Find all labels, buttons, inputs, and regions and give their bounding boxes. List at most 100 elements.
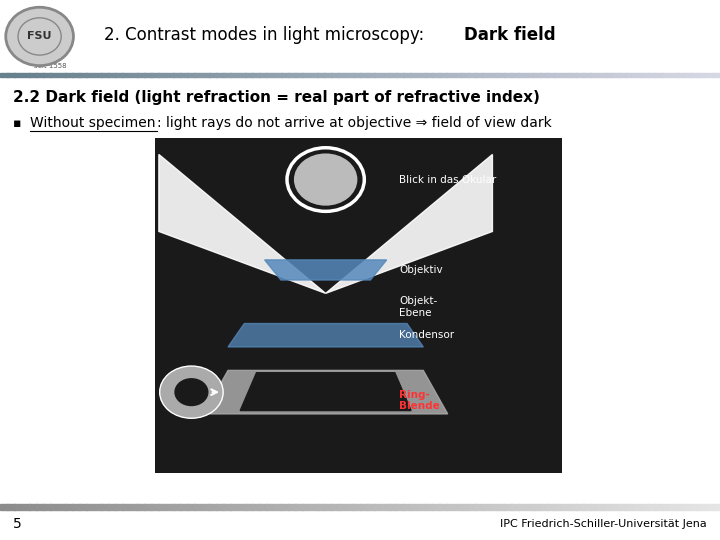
Bar — [662, 73, 670, 77]
Bar — [504, 504, 512, 510]
Bar — [713, 73, 720, 77]
Bar — [389, 504, 397, 510]
Bar — [0, 504, 8, 510]
Bar — [151, 504, 159, 510]
Bar — [360, 73, 368, 77]
Text: Dark field: Dark field — [464, 26, 556, 44]
Bar — [403, 504, 411, 510]
Bar — [36, 504, 44, 510]
Bar — [468, 504, 476, 510]
Bar — [29, 73, 37, 77]
Bar — [576, 73, 584, 77]
Bar — [576, 504, 584, 510]
Bar — [230, 73, 238, 77]
Bar — [58, 73, 66, 77]
Bar — [331, 73, 339, 77]
Bar — [360, 504, 368, 510]
Bar — [410, 504, 418, 510]
Bar — [698, 504, 706, 510]
Bar — [418, 73, 426, 77]
Bar — [295, 504, 303, 510]
Bar — [310, 73, 318, 77]
Text: FSU: FSU — [27, 31, 52, 42]
Bar — [72, 504, 80, 510]
Bar — [655, 504, 663, 510]
Bar — [691, 73, 699, 77]
Bar — [562, 73, 570, 77]
Bar — [598, 73, 606, 77]
Bar — [65, 73, 73, 77]
Bar — [202, 504, 210, 510]
Bar — [612, 73, 620, 77]
Bar — [648, 504, 656, 510]
Bar — [0, 73, 8, 77]
Bar — [122, 73, 130, 77]
Polygon shape — [159, 154, 325, 293]
Bar — [259, 504, 267, 510]
Bar — [209, 504, 217, 510]
Bar — [130, 73, 138, 77]
Polygon shape — [228, 323, 423, 347]
Bar — [259, 73, 267, 77]
Bar — [94, 504, 102, 510]
Text: : light rays do not arrive at objective ⇒ field of view dark: : light rays do not arrive at objective … — [157, 116, 552, 130]
Bar — [511, 504, 519, 510]
Bar — [490, 73, 498, 77]
Bar — [533, 73, 541, 77]
Bar — [115, 73, 123, 77]
Bar — [317, 504, 325, 510]
Bar — [173, 504, 181, 510]
Bar — [22, 504, 30, 510]
Bar — [706, 73, 714, 77]
Bar — [94, 73, 102, 77]
Bar — [670, 73, 678, 77]
Bar — [410, 73, 418, 77]
Bar — [691, 504, 699, 510]
Bar — [425, 73, 433, 77]
Bar — [331, 504, 339, 510]
Bar — [590, 504, 598, 510]
Bar — [202, 73, 210, 77]
Bar — [7, 73, 15, 77]
Bar — [569, 73, 577, 77]
Bar — [338, 73, 346, 77]
Bar — [281, 73, 289, 77]
Bar — [158, 504, 166, 510]
Bar — [346, 73, 354, 77]
Bar — [432, 73, 440, 77]
Bar — [583, 73, 591, 77]
Bar — [72, 73, 80, 77]
Bar — [641, 73, 649, 77]
Bar — [338, 504, 346, 510]
Bar — [223, 73, 231, 77]
Bar — [29, 504, 37, 510]
Bar — [288, 504, 296, 510]
Bar — [194, 504, 202, 510]
Bar — [662, 504, 670, 510]
Bar — [475, 73, 483, 77]
Bar — [619, 504, 627, 510]
Bar — [396, 504, 404, 510]
Bar — [36, 73, 44, 77]
Bar — [108, 504, 116, 510]
Bar — [14, 73, 22, 77]
Bar — [554, 73, 562, 77]
Bar — [389, 73, 397, 77]
Circle shape — [294, 153, 357, 206]
Bar — [238, 73, 246, 77]
Bar — [180, 73, 188, 77]
Bar — [648, 73, 656, 77]
Bar — [295, 73, 303, 77]
Bar — [670, 504, 678, 510]
Bar — [634, 504, 642, 510]
Bar — [223, 504, 231, 510]
Bar — [245, 504, 253, 510]
Bar — [288, 73, 296, 77]
Bar — [209, 73, 217, 77]
Bar — [353, 504, 361, 510]
Polygon shape — [325, 154, 492, 293]
Circle shape — [6, 7, 73, 66]
Bar — [626, 504, 634, 510]
Text: Objekt-
Ebene: Objekt- Ebene — [399, 296, 437, 318]
Bar — [518, 73, 526, 77]
